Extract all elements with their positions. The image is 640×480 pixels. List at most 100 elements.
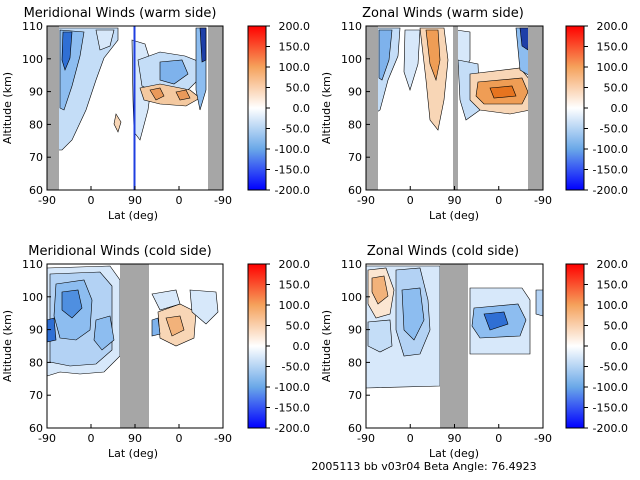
y-tick-label: 90 [348,86,362,99]
y-axis-label: Altitude (km) [1,310,14,382]
colorbar-gradient [565,263,585,429]
colorbar-tick-label: 100.0 [597,61,629,74]
colorbar-gradient [247,25,267,191]
colorbar-tick-label: 100.0 [279,299,311,312]
y-axis-label: Altitude (km) [1,72,14,144]
panel-title: Zonal Winds (warm side) [362,6,524,21]
x-tick-label: 90 [448,432,462,445]
figure-footer: 2005113 bb v03r04 Beta Angle: 76.4923 [311,460,536,473]
y-tick-label: 100 [22,291,43,304]
colorbar-tick-label: 150.0 [279,41,311,54]
colorbar-tick-label: 150.0 [597,279,629,292]
y-tick-label: 70 [29,151,43,164]
colorbar-tick-label: -200.0 [275,184,310,197]
x-tick-label: -90 [357,194,375,207]
panel-meridional-warm: Meridional Winds (warm side) 110 100 90 80 7… [1,6,310,222]
y-tick-label: 80 [29,118,43,131]
data-gap-band [440,264,468,428]
y-axis-label: Altitude (km) [320,72,333,144]
panel-title: Zonal Winds (cold side) [367,244,519,259]
colorbar-tick-label: -100.0 [593,381,628,394]
x-tick-label: 0 [495,194,502,207]
colorbar-tick-label: 200.0 [597,20,629,33]
y-tick-label: 60 [29,422,43,435]
colorbar: 200.0 150.0 100.0 50.0 0.0 -50.0 -100.0 -150.0 -… [247,258,311,435]
x-tick-label: 0 [407,432,414,445]
wind-contour-negative [401,287,425,341]
wind-contour-negative [535,289,544,317]
panel-zonal-warm: Zonal Winds (warm side) 11010090807060-9… [320,6,628,222]
wind-field [57,27,207,151]
colorbar-tick-label: -200.0 [593,422,628,435]
colorbar-tick-label: 0.0 [611,340,629,353]
wind-field [365,265,544,389]
x-tick-label: 0 [176,194,183,207]
colorbar-tick-label: 0.0 [293,340,311,353]
data-gap-band [120,264,149,428]
colorbar-gradient [247,263,267,429]
y-tick-label: 60 [29,184,43,197]
x-axis-label: Lat (deg) [108,447,158,460]
colorbar-tick-label: -200.0 [593,184,628,197]
x-tick-label: -90 [214,194,232,207]
x-tick-label: 0 [88,194,95,207]
wind-contour-negative [378,29,393,81]
colorbar-tick-label: -100.0 [275,143,310,156]
data-gap-band [528,26,543,190]
data-gap-band [366,26,378,190]
colorbar-tick-label: -150.0 [593,164,628,177]
x-tick-label: -90 [357,432,375,445]
y-tick-label: 110 [22,258,43,271]
wind-contour-positive [165,315,185,337]
wind-contour-negative [189,289,219,325]
y-tick-label: 80 [29,356,43,369]
colorbar-tick-label: 200.0 [279,20,311,33]
y-tick-label: 100 [341,291,362,304]
colorbar-tick-label: 50.0 [604,320,629,333]
x-tick-label: 90 [128,432,142,445]
y-tick-label: 100 [22,53,43,66]
y-tick-label: 60 [348,184,362,197]
x-tick-label: 0 [407,194,414,207]
data-gap-band [208,26,223,190]
panel-title: Meridional Winds (cold side) [28,244,211,259]
colorbar-tick-label: 200.0 [597,258,629,271]
colorbar-tick-label: -50.0 [282,361,310,374]
wind-contour-negative [159,59,189,85]
wind-field [46,265,219,377]
wind-contour-positive [371,275,389,305]
wind-contour-positive [149,87,165,101]
wind-contour-negative [483,311,509,331]
panel-meridional-cold: Meridional Winds (cold side) 110 100 90 80 7… [1,244,310,460]
y-tick-label: 70 [348,151,362,164]
x-tick-label: -90 [534,194,552,207]
y-tick-label: 110 [22,20,43,33]
colorbar-tick-label: -50.0 [600,361,628,374]
wind-contour-negative [61,31,73,71]
y-tick-label: 80 [348,356,362,369]
colorbar-tick-label: 100.0 [279,61,311,74]
y-tick-label: 60 [348,422,362,435]
data-gap-band [453,26,458,190]
wind-contour-negative [95,29,115,51]
x-axis-label: Lat (deg) [429,209,479,222]
y-tick-label: 90 [348,324,362,337]
y-tick-label: 100 [341,53,362,66]
y-tick-label: 80 [348,118,362,131]
colorbar-tick-label: 50.0 [286,320,311,333]
colorbar-tick-label: 0.0 [611,102,629,115]
colorbar-tick-label: 50.0 [604,82,629,95]
x-tick-label: 90 [128,194,142,207]
x-tick-label: 90 [448,194,462,207]
colorbar-tick-label: 0.0 [293,102,311,115]
wind-contour-negative [367,319,393,353]
wind-contour-negative [403,29,421,91]
y-tick-label: 90 [29,86,43,99]
x-tick-label: -90 [214,432,232,445]
y-tick-label: 90 [29,324,43,337]
